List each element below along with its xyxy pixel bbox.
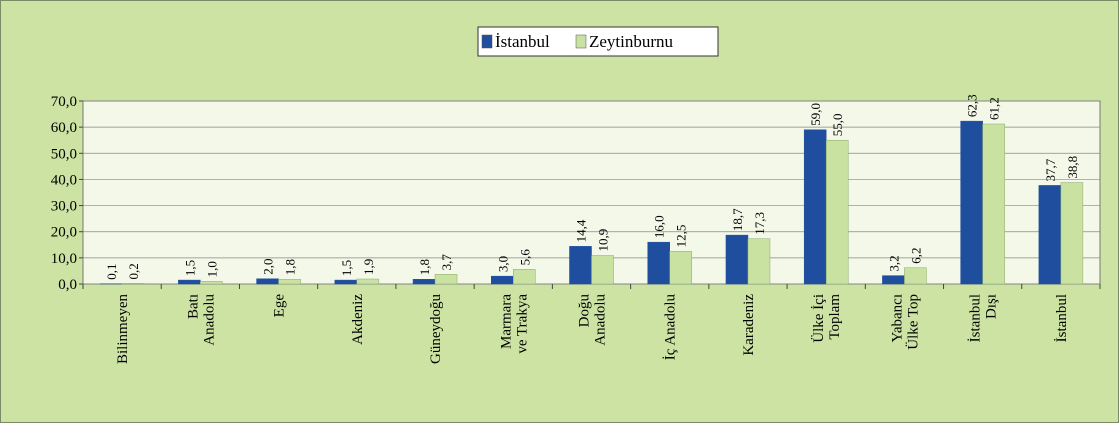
bar <box>178 279 201 285</box>
bar <box>960 120 983 285</box>
bar <box>669 251 692 285</box>
bar <box>725 234 749 285</box>
x-tick-label: İstanbul <box>968 294 984 342</box>
value-label: 1,0 <box>204 261 219 277</box>
value-label: 1,5 <box>182 260 197 276</box>
value-label: 6,2 <box>908 248 923 264</box>
value-label: 37,7 <box>1043 158 1058 181</box>
x-tick-label: ve Trakya <box>514 294 530 354</box>
y-tick-label: 40,0 <box>51 172 77 188</box>
bar <box>434 274 458 285</box>
value-label: 17,3 <box>752 212 767 235</box>
y-tick-label: 0,0 <box>58 277 77 293</box>
y-tick-label: 30,0 <box>51 199 77 215</box>
legend-label: Zeytinburnu <box>589 32 674 51</box>
legend-swatch <box>575 34 587 49</box>
bar <box>256 278 279 285</box>
value-label: 55,0 <box>830 113 845 136</box>
value-label: 0,1 <box>104 263 119 279</box>
bar <box>334 279 358 285</box>
value-label: 1,8 <box>417 259 432 275</box>
bar <box>803 129 827 285</box>
x-tick-label: Anadolu <box>593 294 609 346</box>
bar <box>356 278 380 285</box>
value-label: 3,7 <box>439 254 454 271</box>
x-tick-label: Anadolu <box>201 294 217 346</box>
x-tick-label: Bilinmeyen <box>115 294 131 364</box>
value-label: 2,0 <box>261 259 276 275</box>
bar <box>647 241 670 285</box>
bar <box>882 275 905 285</box>
bar <box>121 283 145 285</box>
legend <box>477 26 719 57</box>
bar <box>591 255 614 285</box>
value-label: 3,0 <box>495 256 510 272</box>
value-label: 12,5 <box>674 225 689 248</box>
value-label: 61,2 <box>987 97 1002 120</box>
x-tick-label: Yabancı <box>889 294 905 342</box>
value-label: 1,5 <box>339 260 354 276</box>
bar <box>747 238 771 285</box>
value-label: 1,9 <box>361 259 376 275</box>
x-tick-label: Akdeniz <box>350 294 366 345</box>
x-tick-label: Dışı <box>984 294 1000 319</box>
value-label: 38,8 <box>1065 156 1080 179</box>
bar <box>491 275 514 285</box>
x-tick-label: Güneydoğu <box>428 294 444 364</box>
x-tick-label: Toplam <box>827 294 843 340</box>
y-tick-label: 10,0 <box>51 251 77 267</box>
value-label: 0,2 <box>126 263 141 279</box>
bar <box>825 139 849 285</box>
bar <box>1038 185 1062 285</box>
value-label: 5,6 <box>517 249 532 266</box>
value-label: 18,7 <box>730 208 745 231</box>
x-tick-label: Marmara <box>498 294 514 349</box>
value-label: 62,3 <box>965 94 980 117</box>
bar <box>278 279 301 285</box>
value-label: 1,8 <box>283 259 298 275</box>
value-label: 14,4 <box>574 219 589 242</box>
bar <box>569 246 592 285</box>
value-label: 59,0 <box>808 103 823 126</box>
x-tick-label: Ülke Top <box>904 294 921 350</box>
y-tick-label: 20,0 <box>51 225 77 241</box>
y-tick-label: 60,0 <box>51 120 77 136</box>
x-tick-label: Karadeniz <box>741 294 757 356</box>
x-tick-label: İstanbul <box>1054 294 1070 342</box>
bar <box>1060 182 1084 285</box>
bar <box>200 281 223 285</box>
bar <box>982 123 1005 285</box>
value-label: 3,2 <box>886 255 901 271</box>
value-label: 16,0 <box>652 215 667 238</box>
legend-swatch <box>481 34 493 49</box>
x-tick-label: Ege <box>272 294 288 318</box>
x-tick-label: Doğu <box>577 294 593 328</box>
bar <box>904 267 927 285</box>
y-tick-label: 70,0 <box>51 94 77 110</box>
x-tick-label: Batı <box>185 294 201 319</box>
legend-label: İstanbul <box>495 32 550 51</box>
y-tick-label: 50,0 <box>51 146 77 162</box>
value-label: 10,9 <box>596 229 611 252</box>
bar <box>412 279 436 285</box>
bar <box>513 269 536 285</box>
x-tick-label: İç Anadolu <box>663 294 679 361</box>
x-tick-label: Ülke İçi <box>810 294 827 343</box>
